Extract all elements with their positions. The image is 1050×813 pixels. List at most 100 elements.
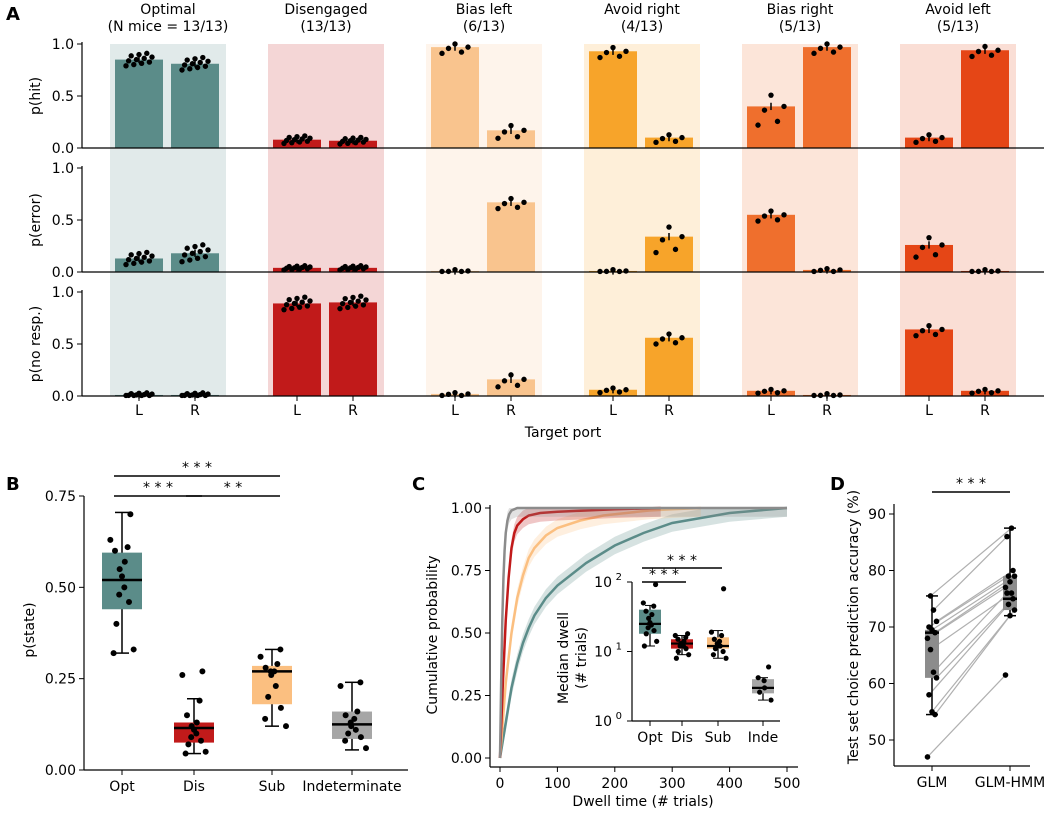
panel-a-xtick-label: R (664, 403, 674, 419)
panel-c-ytick-label: 0.50 (451, 626, 482, 642)
panel-d-dot-glmhmm (1007, 612, 1013, 619)
panel-b-dot (193, 730, 200, 737)
dot-avoid_left-noresp (932, 331, 939, 338)
dot-optimal-error (123, 261, 129, 268)
panel-a-xlabel: Target port (524, 425, 602, 441)
inset-dot (683, 634, 689, 640)
panel-b-ytick-label: 0.25 (45, 672, 76, 688)
dot-bias_right-hit (824, 41, 830, 47)
panel-b-dot (112, 547, 118, 554)
dot-avoid_left-error (926, 234, 932, 241)
dot-avoid_right-hit (623, 48, 629, 54)
dot-optimal-error (179, 259, 185, 265)
panel-a-xtick-label: L (925, 403, 933, 419)
dot-disengaged-noresp (360, 302, 367, 308)
dot-bias_right-hit (768, 92, 774, 98)
inset-dot (651, 627, 657, 634)
panel-d-pair-line (931, 609, 1015, 713)
dot-avoid_right-hit (603, 49, 610, 56)
dot-avoid_right-hit (679, 134, 685, 141)
dot-avoid_right-error (666, 224, 672, 230)
dot-disengaged-noresp (347, 299, 354, 306)
dot-avoid_left-error (932, 251, 939, 258)
inset-dot (673, 655, 680, 661)
bar-bias_left-error-R (487, 202, 535, 272)
dot-optimal-hit (197, 59, 203, 66)
dot-bias_right-noresp (837, 392, 843, 398)
bar-avoid_right-error-R (645, 236, 693, 272)
panel-b-dot (345, 730, 352, 737)
panel-d-dot-glmhmm (1010, 595, 1016, 602)
bar-disengaged-noresp-R (329, 302, 377, 396)
panel-a-xtick-label: L (293, 403, 301, 419)
state-subtitle-avoid_right: (4/13) (621, 19, 663, 35)
inset-dot (683, 646, 689, 652)
panel-c-ylabel: Cumulative probability (425, 555, 441, 714)
panel-label-a: A (6, 4, 20, 25)
panel-d-box-glm (925, 629, 939, 678)
dot-disengaged-noresp (304, 303, 311, 309)
dot-disengaged-noresp (350, 294, 356, 301)
dot-bias_right-hit (774, 118, 781, 125)
panel-d-pair-line (930, 592, 1012, 651)
panel-d-pair-line (933, 592, 1008, 673)
panel-d-dot-glm (926, 692, 932, 698)
dot-optimal-error (144, 249, 150, 256)
inset-ytick-label: 10 (594, 645, 612, 661)
dot-bias_left-noresp (521, 376, 527, 383)
panel-d-dot-glmhmm (1004, 533, 1010, 540)
state-subtitle-avoid_left: (5/13) (937, 19, 979, 35)
inset-dot (761, 678, 767, 684)
inset-ytick-exponent: 0 (616, 711, 622, 722)
dot-bias_right-error (768, 208, 774, 214)
panel-c-cdf-line-disengaged (498, 506, 661, 759)
dot-avoid_left-noresp (975, 388, 982, 394)
dot-avoid_right-hit (597, 54, 603, 61)
panel-b-dot (262, 715, 269, 722)
dot-bias_right-error (774, 217, 781, 223)
dot-avoid_left-error (919, 244, 926, 251)
dot-optimal-error (138, 259, 145, 265)
panel-label-b: B (6, 474, 20, 495)
dot-avoid_left-hit (975, 48, 982, 55)
dot-avoid_right-noresp (610, 385, 616, 391)
inset-dot (710, 652, 717, 658)
dot-avoid_left-hit (932, 138, 939, 145)
panel-b-xtick-label: Indeterminate (302, 779, 401, 795)
dot-avoid_right-error (603, 268, 610, 275)
panel-b-significance-label: * * (224, 480, 242, 496)
dot-avoid_left-hit (988, 52, 995, 58)
state-title-bias_right: Bias right (767, 2, 834, 18)
dot-bias_left-error (445, 268, 452, 275)
panel-b-dot (342, 712, 349, 719)
panel-d-xtick-label: GLM-HMM (975, 775, 1045, 791)
panel-a-ytick-label: 0.5 (52, 89, 74, 105)
inset-dot (755, 675, 761, 681)
panel-d-pair-line (928, 604, 1009, 696)
dot-disengaged-hit (342, 136, 348, 142)
panel-b-dot (107, 536, 114, 543)
state-subtitle-optimal: (N mice = 13/13) (108, 19, 229, 35)
panel-d-dot-glmhmm (1005, 573, 1012, 579)
panel-d-pair-line (934, 615, 1011, 715)
dot-disengaged-noresp (352, 303, 359, 309)
dot-disengaged-noresp (296, 304, 303, 310)
dot-disengaged-hit (286, 134, 292, 141)
dot-disengaged-hit (363, 136, 369, 143)
panel-d-dot-glmhmm (1004, 590, 1010, 596)
dot-avoid_right-noresp (672, 340, 679, 346)
dot-bias_right-hit (830, 49, 837, 55)
dot-optimal-hit (181, 62, 188, 68)
dot-bias_left-hit (501, 129, 508, 135)
inset-ytick-exponent: 1 (616, 642, 622, 653)
panel-a-row-ylabel: p(error) (28, 193, 44, 247)
panel-b-dot (182, 750, 189, 757)
state-subtitle-bias_left: (6/13) (463, 19, 505, 35)
dot-bias_right-error (781, 212, 787, 218)
panel-d-dot-glm (930, 669, 937, 675)
dot-avoid_right-error (653, 249, 659, 256)
dot-bias_right-noresp (755, 390, 761, 396)
inset-dot (651, 603, 657, 609)
panel-b-dot (274, 661, 281, 668)
dot-bias_left-hit (521, 127, 527, 134)
